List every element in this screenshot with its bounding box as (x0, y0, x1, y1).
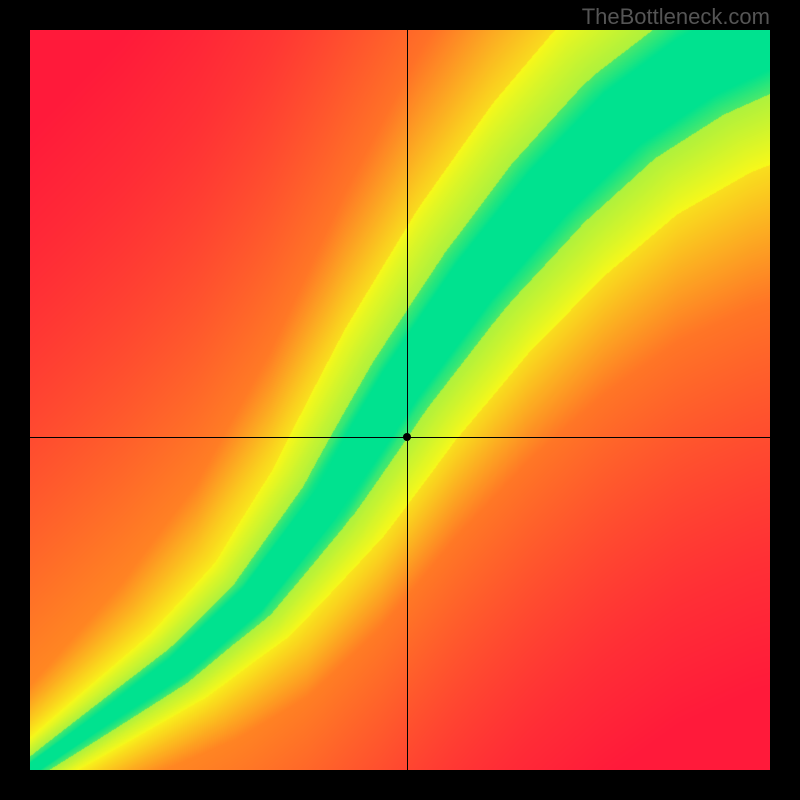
crosshair-vertical (407, 30, 408, 770)
heatmap-canvas (30, 30, 770, 770)
selection-marker (403, 433, 411, 441)
watermark-text: TheBottleneck.com (582, 4, 770, 30)
bottleneck-heatmap (30, 30, 770, 770)
crosshair-horizontal (30, 437, 770, 438)
